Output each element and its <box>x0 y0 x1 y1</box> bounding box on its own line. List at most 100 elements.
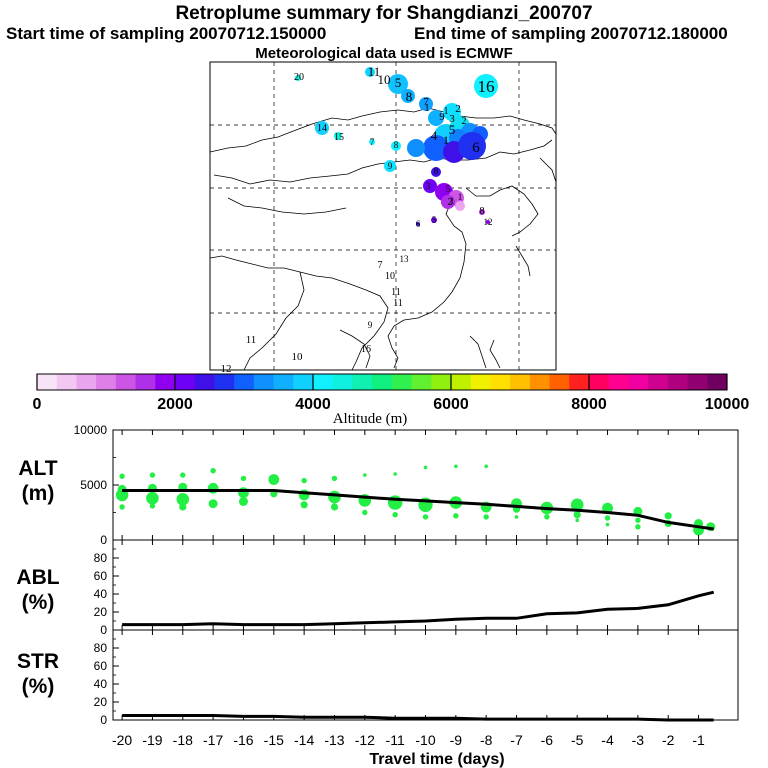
colorbar-cell <box>372 374 393 390</box>
alt-scatter-point <box>483 514 489 520</box>
plume-cluster-point <box>391 141 401 151</box>
map-number-label: 12 <box>484 217 493 227</box>
plume-cluster-point <box>474 74 498 98</box>
colorbar-cell <box>667 374 689 390</box>
plume-cluster-point <box>419 97 433 111</box>
abl-y-ticks: 80 60 40 20 0 <box>94 548 119 637</box>
map-number-label: 7 <box>378 260 383 271</box>
str-panel: STR (%) 80 60 40 20 0 <box>17 629 739 727</box>
str-y-ticks: 80 60 40 20 0 <box>94 638 119 727</box>
alt-scatter-point <box>453 513 459 519</box>
alt-panel-unit: (m) <box>22 482 55 505</box>
alt-scatter-point <box>423 465 428 470</box>
plume-cluster-point <box>486 220 490 224</box>
alt-panel: ALT (m) 10000 5000 0 <box>18 423 739 547</box>
alt-panel-label: ALT <box>18 457 57 480</box>
end-time-label: End time of sampling 20070712.180000 <box>414 24 728 43</box>
colorbar-cell <box>194 374 215 390</box>
x-tick-label: -19 <box>142 732 162 748</box>
x-tick-label: -5 <box>571 732 584 748</box>
colorbar-cell <box>569 374 590 390</box>
x-tick-label: -15 <box>264 732 284 748</box>
alt-scatter-point <box>207 482 219 494</box>
plume-cluster-point <box>431 167 441 177</box>
abl-y-tick-label: 80 <box>94 551 108 565</box>
map-number-label: 1 <box>458 192 463 202</box>
plume-cluster-point <box>441 195 455 209</box>
colorbar-cell <box>273 374 294 390</box>
colorbar-cell <box>332 374 353 390</box>
map-number-label: 7 <box>423 96 429 108</box>
x-tick-label: -4 <box>601 732 614 748</box>
plume-cluster-point <box>407 139 425 157</box>
map-number-label: 12 <box>221 363 232 372</box>
colorbar-tick-label: 0 <box>33 396 42 413</box>
map-number-label: 2 <box>448 197 453 208</box>
travel-time-x-ticks: -20 -19 -18 -17 -16 -15 -14 -13 -12 -11 -10 -9 -8 -7 -… <box>112 430 705 748</box>
alt-y-tick-label: 0 <box>100 533 107 547</box>
str-y-tick-label: 60 <box>94 659 108 673</box>
map-number-label: 8 <box>434 166 439 176</box>
colorbar-cell <box>470 374 491 390</box>
plume-cluster-point <box>388 74 408 94</box>
map-number-label: 11 <box>368 64 381 79</box>
plume-cluster-point <box>365 67 375 77</box>
plume-cluster-point <box>455 201 465 211</box>
plume-cluster-point <box>401 89 415 103</box>
alt-scatter-point <box>454 464 458 469</box>
plume-cluster-point <box>315 121 329 135</box>
met-data-label: Meteorological data used is ECMWF <box>255 45 513 62</box>
alt-scatter-point <box>604 515 611 521</box>
map-number-label: 8 <box>406 89 413 104</box>
alt-y-tick-label: 5000 <box>80 478 107 492</box>
alt-scatter-point <box>602 502 613 514</box>
alt-scatter-point <box>664 512 672 520</box>
alt-scatter-point <box>330 503 339 511</box>
alt-scatter-point <box>300 501 308 509</box>
abl-y-tick-label: 60 <box>94 569 108 583</box>
altitude-colorbar: 0 2000 4000 6000 8000 10000 Altitude (m) <box>33 373 749 427</box>
x-tick-label: -2 <box>662 732 675 748</box>
colorbar-cell <box>155 374 176 390</box>
abl-y-tick-label: 20 <box>94 605 108 619</box>
colorbar-tick-label: 6000 <box>433 396 469 413</box>
map-number-label: 5 <box>449 122 456 137</box>
colorbar-cell <box>490 374 511 390</box>
alt-scatter-point <box>363 473 367 477</box>
alt-scatter-point <box>392 512 398 518</box>
graticule <box>210 62 556 370</box>
alt-scatter-point <box>573 511 581 519</box>
x-tick-label: -8 <box>480 732 493 748</box>
abl-panel-frame <box>112 539 739 631</box>
map-number-label: 9 <box>388 161 393 171</box>
abl-line <box>122 590 715 627</box>
colorbar-cell <box>214 374 235 390</box>
map-number-label: 10 <box>385 271 395 282</box>
alt-mean-line <box>122 489 714 531</box>
plume-cluster-point <box>369 139 375 145</box>
colorbar-cell <box>648 374 669 390</box>
map-number-label: 3 <box>449 113 455 125</box>
x-tick-label: -16 <box>233 732 253 748</box>
str-y-tick-label: 0 <box>100 713 107 727</box>
map-number-label: 10 <box>292 351 304 363</box>
colorbar-cell <box>391 374 413 390</box>
coastlines-and-borders <box>209 107 557 371</box>
colorbar-cell <box>411 374 432 390</box>
map-number-label: 1 <box>450 196 455 206</box>
colorbar-cell <box>608 374 629 390</box>
x-tick-label: -6 <box>541 732 554 748</box>
x-tick-label: -12 <box>355 732 375 748</box>
x-tick-label: -10 <box>415 732 435 748</box>
x-tick-label: -7 <box>510 732 523 748</box>
map-number-label: 2 <box>462 116 467 127</box>
alt-scatter-point <box>238 487 249 499</box>
str-panel-frame <box>112 629 739 721</box>
map-number-label: 5 <box>446 184 451 194</box>
map-number-label: 11 <box>246 334 257 346</box>
map-number-label: 1 <box>444 106 449 117</box>
alt-scatter-point <box>210 468 216 474</box>
colorbar-cell <box>56 374 77 390</box>
map-number-label: 5 <box>395 75 402 90</box>
